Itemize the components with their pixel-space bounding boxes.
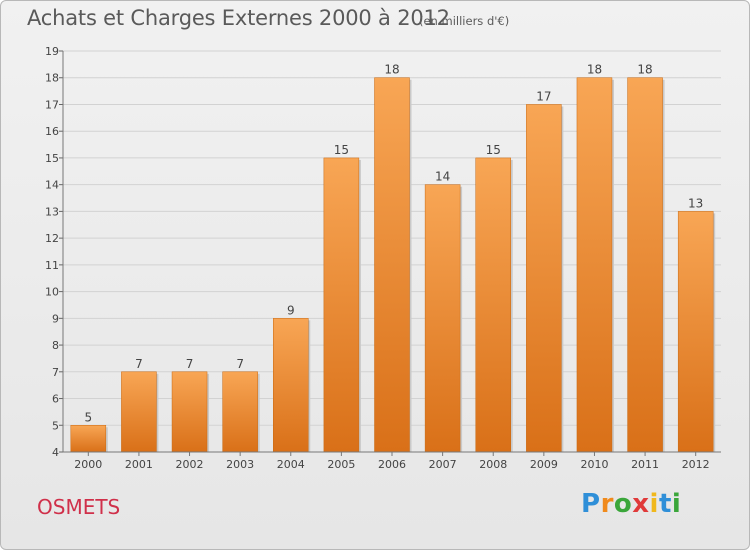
proxiti-logo: Proxiti xyxy=(581,489,681,519)
x-tick-label: 2000 xyxy=(74,458,102,471)
logo-letter: o xyxy=(613,489,633,519)
x-tick-label: 2009 xyxy=(530,458,558,471)
value-label: 17 xyxy=(536,89,551,103)
bar xyxy=(323,157,360,453)
bar xyxy=(677,211,714,453)
bar xyxy=(576,77,613,453)
y-tick-label: 13 xyxy=(45,205,59,218)
value-label: 7 xyxy=(135,357,143,371)
y-tick-label: 4 xyxy=(52,446,59,459)
y-tick-label: 7 xyxy=(52,366,59,379)
bar xyxy=(273,318,309,453)
y-tick-label: 17 xyxy=(45,98,59,111)
y-tick-label: 10 xyxy=(45,286,59,299)
logo-letter: x xyxy=(632,489,650,519)
value-label: 18 xyxy=(637,63,652,77)
y-tick-label: 14 xyxy=(45,179,59,192)
x-tick-label: 2006 xyxy=(378,458,406,471)
logo-letter: i xyxy=(671,489,682,519)
y-tick-label: 6 xyxy=(52,393,59,406)
bar xyxy=(627,77,663,453)
bar xyxy=(526,104,562,453)
x-tick-label: 2012 xyxy=(682,458,710,471)
x-tick-label: 2010 xyxy=(580,458,608,471)
bar xyxy=(121,371,157,453)
bar xyxy=(171,371,208,453)
x-tick-label: 2007 xyxy=(429,458,457,471)
bar xyxy=(374,77,410,453)
y-tick-label: 16 xyxy=(45,125,59,138)
logo-letter: t xyxy=(658,489,672,519)
value-label: 18 xyxy=(587,63,602,77)
y-axis-ticks: 4 5 6 7 8 9 10 11 12 13 14 15 16 17 18 19 xyxy=(45,45,63,459)
value-label: 13 xyxy=(688,196,703,210)
y-tick-label: 9 xyxy=(52,312,59,325)
x-tick-label: 2002 xyxy=(176,458,204,471)
logo-letter: P xyxy=(581,489,601,519)
y-tick-label: 11 xyxy=(45,259,59,272)
value-label: 15 xyxy=(486,143,501,157)
y-tick-label: 8 xyxy=(52,339,59,352)
value-label: 15 xyxy=(334,143,349,157)
commune-name: OSMETS xyxy=(37,495,121,519)
x-tick-label: 2005 xyxy=(327,458,355,471)
logo-letter: i xyxy=(649,489,659,519)
bar xyxy=(222,371,258,453)
value-label: 7 xyxy=(186,357,194,371)
y-tick-label: 5 xyxy=(52,419,59,432)
logo-letter: r xyxy=(600,489,614,519)
value-label: 14 xyxy=(435,170,450,184)
y-tick-label: 12 xyxy=(45,232,59,245)
chart-title: Achats et Charges Externes 2000 à 2012 xyxy=(27,6,450,30)
y-tick-label: 18 xyxy=(45,72,59,85)
y-tick-label: 15 xyxy=(45,152,59,165)
chart-subtitle: (en milliers d'€) xyxy=(419,14,510,28)
x-tick-label: 2011 xyxy=(631,458,659,471)
value-label: 7 xyxy=(236,357,244,371)
value-label: 9 xyxy=(287,303,295,317)
x-tick-label: 2001 xyxy=(125,458,153,471)
bar xyxy=(70,425,107,453)
bar xyxy=(475,157,511,453)
x-tick-label: 2003 xyxy=(226,458,254,471)
bars xyxy=(70,77,716,453)
x-axis-ticks: 2000 2001 2002 2003 2004 2005 2006 2007 2008 2009… xyxy=(74,452,710,471)
y-tick-label: 19 xyxy=(45,45,59,58)
value-label: 5 xyxy=(84,410,92,424)
x-tick-label: 2008 xyxy=(479,458,507,471)
value-label: 18 xyxy=(384,63,399,77)
value-labels: 5 7 7 7 9 15 18 14 15 17 18 18 13 xyxy=(84,63,703,425)
x-tick-label: 2004 xyxy=(277,458,305,471)
bar xyxy=(424,184,461,453)
